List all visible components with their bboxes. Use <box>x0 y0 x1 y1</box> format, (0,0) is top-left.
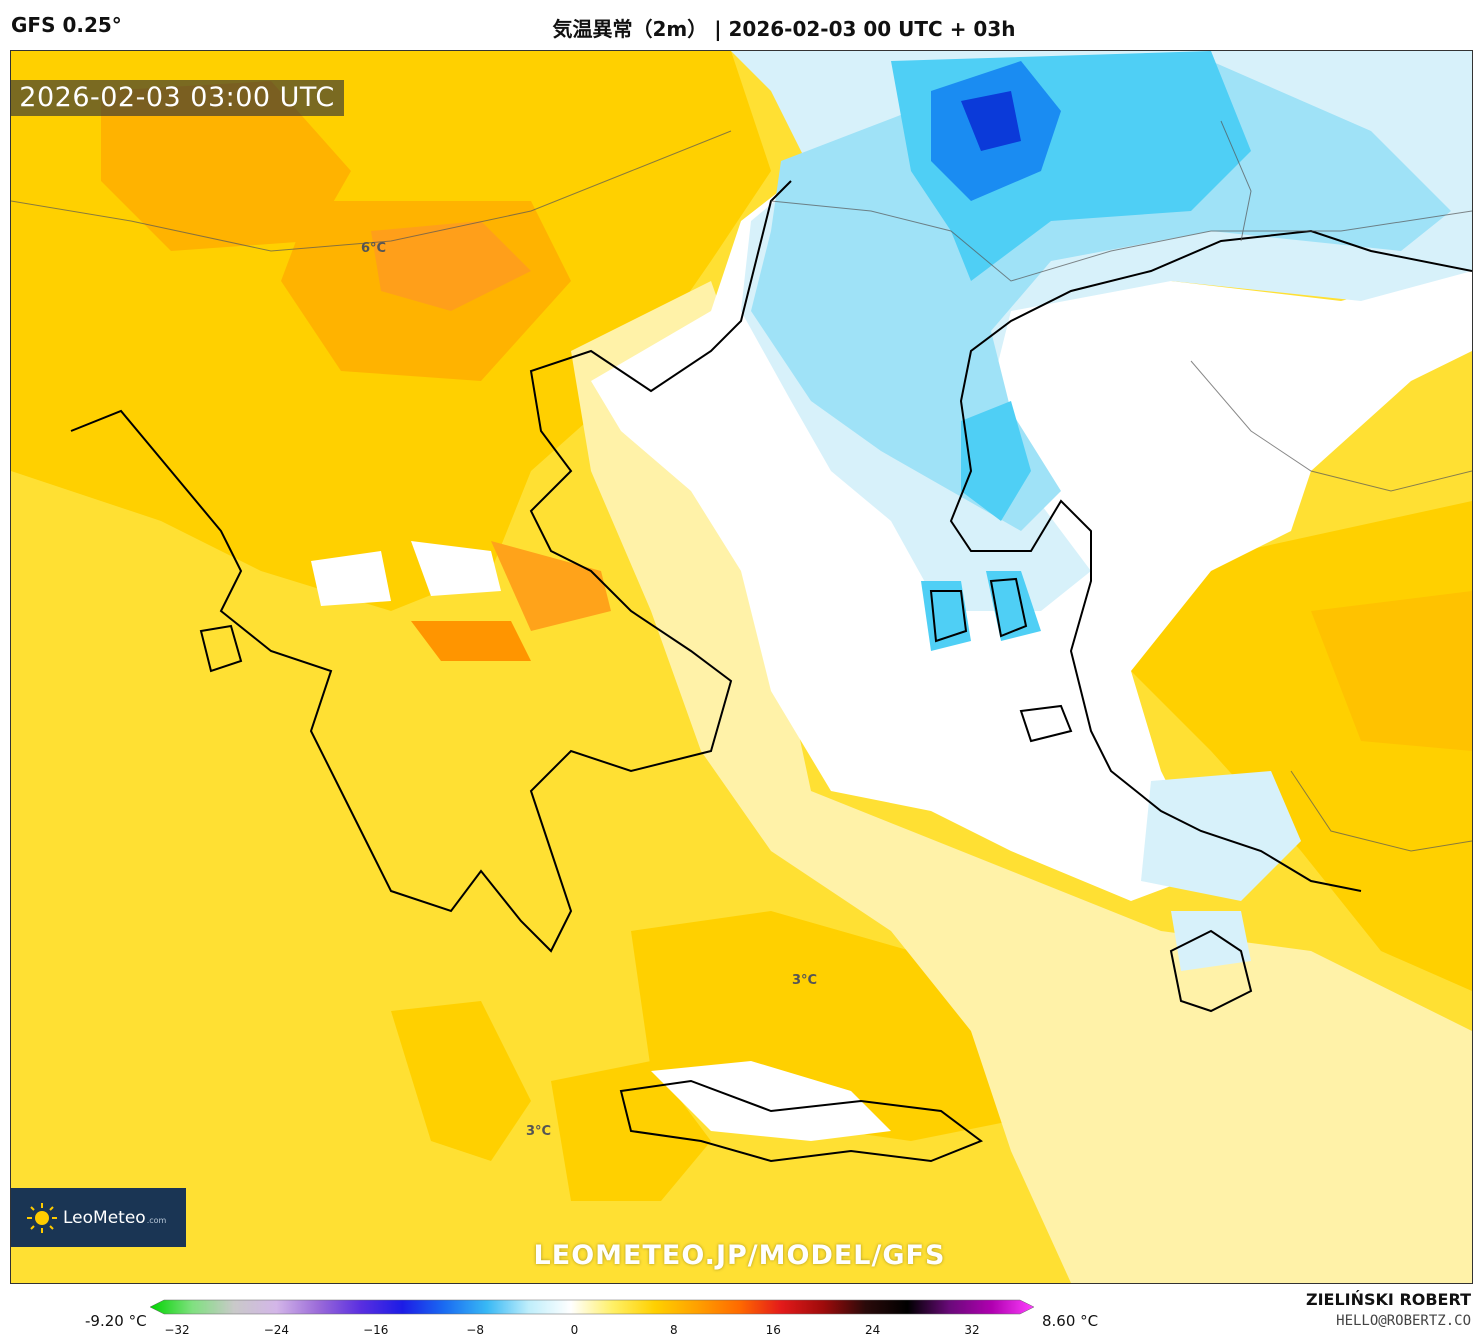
scale-tick-label: 24 <box>864 1323 881 1337</box>
scale-tick-label: 32 <box>964 1323 980 1337</box>
anomaly-zone-orange-5 <box>411 621 531 661</box>
color-scale-bar <box>150 1299 1034 1315</box>
border-north <box>11 130 732 252</box>
anomaly-zone-southwest <box>391 1001 531 1161</box>
scale-max-label: 8.60 °C <box>1042 1312 1099 1330</box>
logo-text: LeoMeteo <box>63 1207 146 1228</box>
scale-gradient <box>150 1299 1034 1315</box>
model-name: GFS 0.25° <box>11 13 122 37</box>
scale-tick-label: −24 <box>263 1323 290 1337</box>
borders <box>11 120 1472 852</box>
border-internal-2 <box>1290 770 1472 852</box>
anomaly-patch-white-2 <box>311 551 391 606</box>
coastlines <box>70 180 1472 1163</box>
logo-sub: .com <box>146 1216 167 1225</box>
map-area[interactable]: 6°C 3°C 3°C <box>10 50 1473 1284</box>
anomaly-zone-pale <box>571 281 1472 1283</box>
coastline-samos <box>1019 704 1073 743</box>
temperature-anomaly-map <box>11 51 1472 1283</box>
coastline-rhodes <box>1169 929 1253 1013</box>
anomaly-zone-orange-4 <box>491 541 611 631</box>
anomaly-patch-rhodes <box>1171 911 1251 971</box>
anomaly-zone-dark-blue <box>961 91 1021 151</box>
coastline-turkey <box>949 229 1472 892</box>
anomaly-zone-orange-3 <box>371 221 531 311</box>
coastline-greece <box>70 180 792 953</box>
anomaly-zone-anatolia-2 <box>1311 591 1472 751</box>
anomaly-zone-pale-blue-2 <box>1141 771 1301 901</box>
sun-icon <box>27 1202 57 1233</box>
watermark-url: LEOMETEO.JP/MODEL/GFS <box>533 1240 946 1271</box>
border-internal-1 <box>1190 360 1472 492</box>
anomaly-zone-cyan-2 <box>961 401 1031 521</box>
anomaly-zone-orange-1 <box>101 81 351 251</box>
author-name: ZIELIŃSKI ROBERT <box>1305 1290 1471 1309</box>
scale-tick-label: −32 <box>164 1323 190 1337</box>
scale-tick-label: 0 <box>570 1323 579 1337</box>
anomaly-patch-white-1 <box>411 541 501 596</box>
map-label-3c-south: 3°C <box>526 1124 552 1139</box>
leometeo-logo[interactable]: LeoMeteo .com <box>11 1188 186 1247</box>
coastline-chios <box>989 577 1028 638</box>
anomaly-zone-cyan-chios <box>986 571 1041 641</box>
map-label-6c: 6°C <box>361 241 387 256</box>
scale-tick-label: 8 <box>670 1323 678 1337</box>
scale-tick-label: −16 <box>363 1323 389 1337</box>
timestamp-overlay: 2026-02-03 03:00 UTC <box>10 80 344 116</box>
scale-tick-label: −8 <box>466 1323 484 1337</box>
anomaly-patch-white-crete <box>651 1061 891 1141</box>
author-email[interactable]: HELLO@ROBERTZ.CO <box>1336 1313 1471 1329</box>
scale-min-label: -9.20 °C <box>85 1312 147 1330</box>
map-label-3c-crete: 3°C <box>792 973 818 988</box>
border-bulgaria-turkey <box>770 200 1472 282</box>
map-title: 気温異常（2m） | 2026-02-03 00 UTC + 03h <box>552 17 1016 41</box>
coastline-crete <box>619 1079 984 1163</box>
scale-tick-label: 16 <box>765 1323 781 1337</box>
border-east <box>1220 120 1252 242</box>
coastline-lesvos <box>929 590 968 643</box>
coastline-corfu <box>199 624 243 673</box>
